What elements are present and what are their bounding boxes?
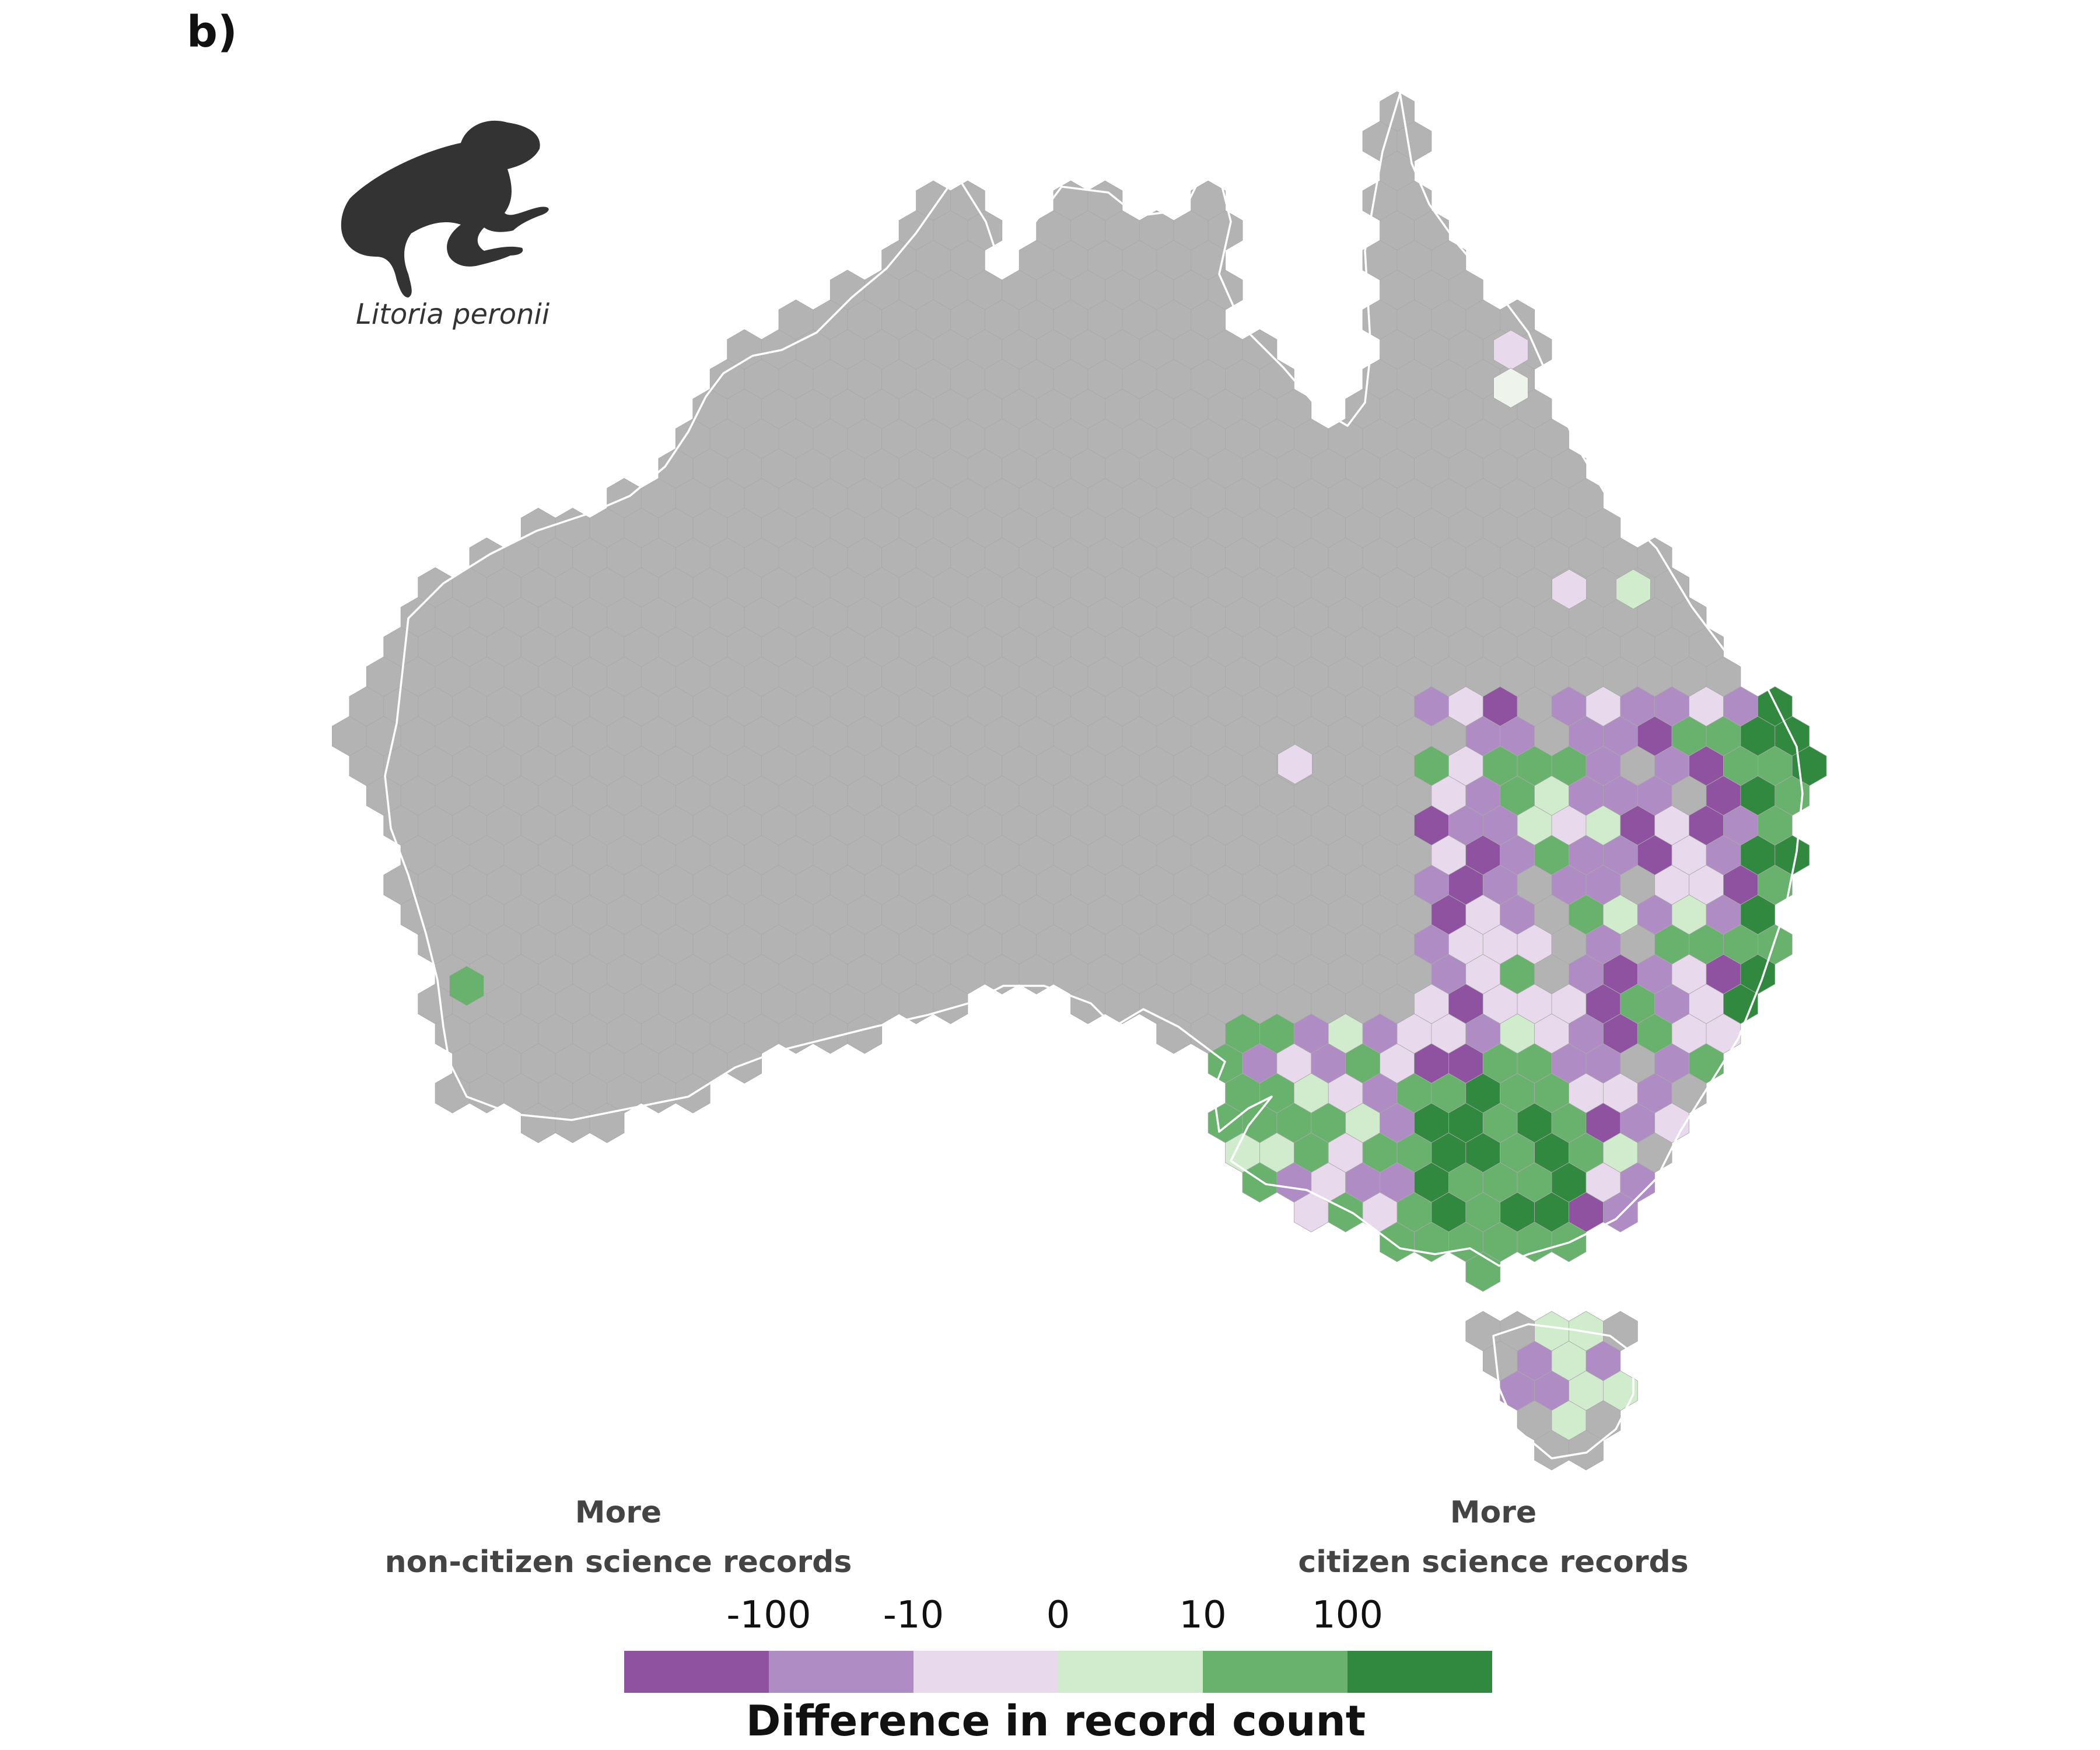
hex-cell	[1616, 569, 1651, 610]
right-label-line1: More	[1450, 1495, 1536, 1530]
left-label-line2: non-citizen science records	[385, 1545, 852, 1580]
hex-cell	[1278, 744, 1312, 785]
legend-colorbar	[624, 1651, 1492, 1693]
legend-tick-label: 10	[1179, 1594, 1226, 1637]
coastline	[384, 92, 1804, 1460]
legend-swatch	[914, 1651, 1058, 1693]
legend-tick-label: -100	[726, 1594, 811, 1637]
legend-title: Difference in record count	[746, 1696, 1366, 1745]
legend-ticks: -100 -10 0 10 100	[726, 1594, 1383, 1637]
hex-grid-map	[332, 91, 1827, 1471]
legend-swatch	[769, 1651, 914, 1693]
legend-swatch	[1348, 1651, 1492, 1693]
hex-cell	[1493, 368, 1528, 408]
legend-tick-label: 0	[1046, 1594, 1070, 1637]
legend: More non-citizen science records More ci…	[385, 1495, 1689, 1745]
left-label-line1: More	[575, 1495, 662, 1530]
legend-tick-label: 100	[1312, 1594, 1383, 1637]
species-label: Litoria peronii	[356, 298, 550, 331]
legend-swatch	[1058, 1651, 1203, 1693]
hex-cell	[847, 1013, 883, 1054]
hex-cell	[589, 1102, 625, 1143]
frog-silhouette-icon	[341, 120, 549, 298]
right-label-line2: citizen science records	[1298, 1545, 1688, 1580]
hex-cell	[449, 965, 484, 1006]
hex-cell	[933, 984, 968, 1024]
panel-label: b)	[187, 7, 237, 57]
legend-tick-label: -10	[883, 1594, 944, 1637]
legend-swatch	[624, 1651, 769, 1693]
legend-swatch	[1203, 1651, 1348, 1693]
hex-cell	[1552, 569, 1587, 610]
